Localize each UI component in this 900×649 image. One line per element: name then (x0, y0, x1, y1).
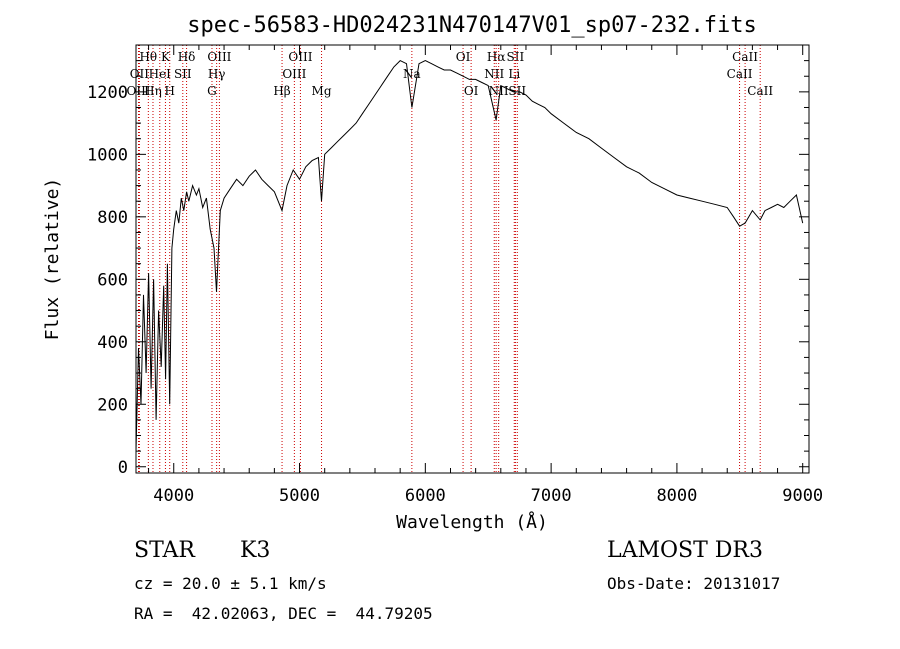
plot-frame (135, 44, 810, 474)
spectral-line-label: Li (508, 67, 520, 81)
spectral-line-label: OIII (126, 84, 150, 98)
survey-name: LAMOST DR3 (607, 538, 763, 563)
spectral-line-label: Hα (487, 50, 506, 64)
y-tick-label: 0 (118, 458, 128, 478)
spectral-line-label: CaII (732, 50, 758, 64)
y-tick-label: 600 (97, 270, 128, 290)
redshift-text: cz = 20.0 ± 5.1 km/s (134, 574, 327, 593)
spectral-line-label: NII (489, 84, 509, 98)
y-axis-label: Flux (relative) (42, 178, 63, 341)
spectral-line-label: OI (464, 84, 479, 98)
x-tick-label: 5000 (279, 486, 320, 506)
axis-ticks: 4000 5000 6000 7000 8000 9000 0 200 400 600 800 100… (87, 45, 823, 506)
spectral-line-label: Mg (312, 84, 332, 98)
spectral-line-label: CaII (747, 84, 773, 98)
y-tick-label: 400 (97, 333, 128, 353)
object-subclass: K3 (240, 538, 271, 563)
object-class: STAR (134, 538, 195, 563)
y-tick-label: 200 (97, 395, 128, 415)
spectral-line-label: Hθ (139, 50, 157, 64)
y-tick-label: 800 (97, 208, 128, 228)
x-tick-label: 9000 (782, 486, 823, 506)
chart-title: spec-56583-HD024231N470147V01_sp07-232.f… (187, 13, 757, 38)
spectral-line-label: HeI (149, 67, 172, 81)
spectral-line-label: OI (456, 50, 471, 64)
spectral-line-label: OIII (207, 50, 231, 64)
spectral-line-label: NII (484, 67, 504, 81)
spectral-line-label: Hβ (273, 84, 290, 98)
spectral-line-label: SII (174, 67, 192, 81)
spectral-line-label: CaII (727, 67, 753, 81)
x-tick-label: 7000 (531, 486, 572, 506)
obs-date: Obs-Date: 20131017 (607, 574, 781, 593)
spectral-line-label: SII (507, 50, 525, 64)
spectral-line-label: Hη (144, 84, 162, 98)
coordinates: RA = 42.02063, DEC = 44.79205 (134, 604, 433, 623)
spectrum-line (135, 59, 804, 452)
x-axis-label: Wavelength (Å) (396, 511, 548, 533)
spectral-line-label: Hδ (178, 50, 196, 64)
y-tick-label: 1000 (87, 145, 128, 165)
spectral-line-label: SII (508, 84, 526, 98)
x-tick-label: 4000 (153, 486, 194, 506)
spectral-line-label: OII (130, 67, 150, 81)
spectral-line-label: OIII (282, 67, 306, 81)
spectral-line-label: OIII (288, 50, 312, 64)
x-tick-label: 6000 (405, 486, 446, 506)
y-tick-label: 1200 (87, 83, 128, 103)
spectral-line-label: H (164, 84, 174, 98)
spectral-line-label: K (161, 50, 171, 64)
x-tick-label: 8000 (656, 486, 697, 506)
spectral-line-label: Hγ (208, 67, 226, 81)
spectral-line-label: G (207, 84, 217, 98)
